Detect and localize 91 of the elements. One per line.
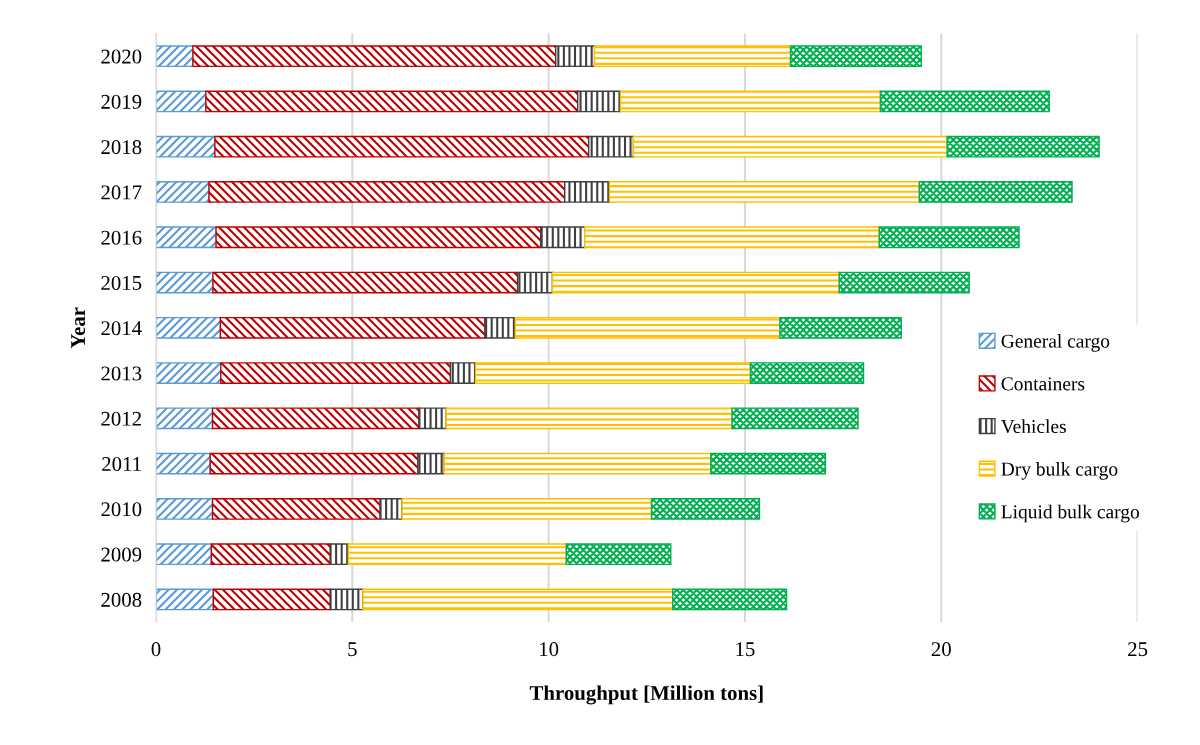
- bar: [540, 226, 586, 249]
- y-tick-label: 2019: [101, 94, 142, 109]
- bar: [212, 271, 519, 294]
- bar: [946, 135, 1100, 158]
- bar: [417, 452, 445, 475]
- bar: [878, 226, 1020, 249]
- bar: [156, 90, 207, 113]
- y-tick-label: 2020: [101, 49, 142, 64]
- bar: [650, 498, 761, 520]
- bar: [362, 588, 674, 611]
- bar: [445, 407, 733, 430]
- bar: [584, 226, 880, 249]
- legend-label: Dry bulk cargo: [1001, 462, 1118, 480]
- bar: [214, 135, 590, 158]
- bar: [514, 316, 781, 339]
- bar: [632, 135, 948, 158]
- bar: [156, 135, 216, 158]
- bar: [401, 498, 653, 520]
- bar: [220, 362, 452, 384]
- bar: [379, 498, 403, 520]
- bar: [789, 45, 922, 68]
- bar: [329, 543, 350, 566]
- bar: [215, 226, 542, 249]
- bar: [593, 45, 792, 68]
- bar: [211, 498, 381, 520]
- bar: [418, 407, 447, 430]
- y-tick-label: 2014: [101, 321, 142, 336]
- bar: [587, 135, 635, 158]
- bar: [879, 90, 1050, 113]
- y-tick-label: 2008: [101, 592, 142, 607]
- bar: [749, 362, 865, 384]
- bar: [555, 45, 596, 68]
- y-tick-label: 2012: [101, 411, 141, 426]
- bar: [156, 498, 214, 520]
- bar: [156, 588, 215, 611]
- bar: [208, 181, 566, 203]
- bar: [156, 181, 210, 203]
- bar: [779, 316, 902, 339]
- x-tick-label: 5: [348, 642, 357, 657]
- bar: [619, 90, 882, 113]
- y-tick-label: 2018: [101, 140, 142, 155]
- bar: [205, 90, 579, 113]
- bar: [156, 543, 213, 566]
- y-tick-label: 2017: [101, 185, 142, 200]
- x-tick-label: 25: [1128, 642, 1148, 657]
- bar: [212, 588, 332, 611]
- bar: [565, 543, 672, 566]
- y-tick-label: 2015: [101, 275, 142, 290]
- y-tick-label: 2013: [101, 366, 142, 381]
- bar: [443, 452, 712, 475]
- bar: [484, 316, 516, 339]
- bar: [731, 407, 859, 430]
- bar: [710, 452, 827, 475]
- bar: [211, 407, 420, 430]
- y-tick-label: 2009: [101, 547, 142, 562]
- y-tick-label: 2016: [101, 230, 142, 245]
- y-tick-label: 2011: [102, 456, 141, 472]
- bar: [156, 271, 214, 294]
- bar: [192, 45, 557, 68]
- bar: [577, 90, 622, 113]
- bar: [474, 362, 752, 384]
- bar: [838, 271, 970, 294]
- bar: [608, 181, 920, 203]
- bar: [156, 316, 222, 339]
- bar: [329, 588, 364, 611]
- bar: [156, 226, 217, 249]
- bar: [918, 181, 1073, 203]
- legend-label: Containers: [1001, 377, 1085, 391]
- bar: [551, 271, 840, 294]
- bar: [156, 45, 194, 68]
- bar: [347, 543, 568, 566]
- legend-label: General cargo: [1001, 334, 1110, 352]
- bar: [449, 362, 477, 384]
- y-tick-label: 2010: [101, 502, 142, 517]
- bar: [210, 543, 332, 566]
- bar: [156, 362, 222, 384]
- bar: [156, 452, 211, 475]
- bar: [564, 181, 611, 203]
- bar: [672, 588, 788, 611]
- x-tick-label: 15: [736, 642, 755, 657]
- bar: [219, 316, 486, 339]
- x-tick-label: 20: [931, 642, 951, 657]
- x-axis-title: Throughput [Million tons]: [529, 685, 763, 705]
- x-tick-label: 0: [151, 642, 161, 657]
- bar: [209, 452, 419, 475]
- legend-label: Liquid bulk cargo: [1001, 504, 1139, 523]
- y-axis-title: Year: [71, 307, 86, 349]
- bar: [156, 407, 214, 430]
- bar: [516, 271, 554, 294]
- legend-label: Vehicles: [1000, 419, 1066, 434]
- x-tick-label: 10: [540, 642, 559, 657]
